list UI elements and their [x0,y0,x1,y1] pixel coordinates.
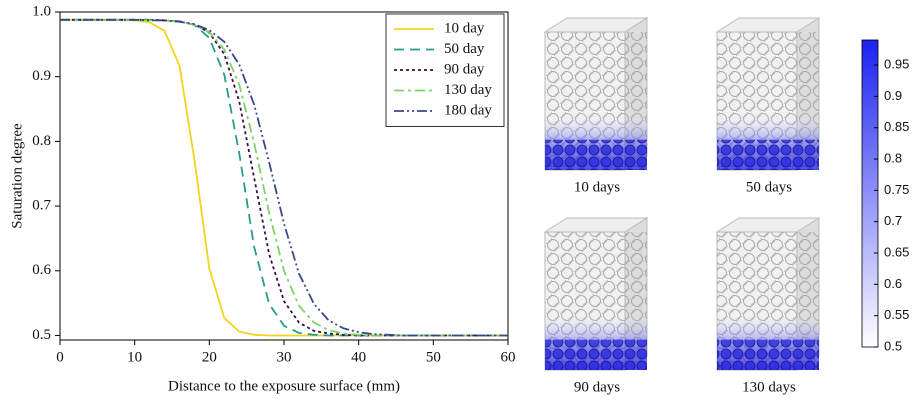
x-tick-label: 10 [127,349,142,365]
y-tick-label: 0.7 [32,198,51,214]
x-tick-label: 60 [501,349,516,365]
legend-label: 180 day [444,102,492,118]
y-tick-label: 1.0 [32,3,51,19]
x-tick-label: 40 [351,349,366,365]
colorbar-bar [861,39,879,348]
colorbar-tick-label: 0.65 [884,244,909,259]
render-caption: 90 days [574,379,620,395]
colorbar: 0.5 0.55 0.6 0.65 0.7 0.75 0.8 0.85 0.9 0.95 [861,39,909,353]
x-axis-label: Distance to the exposure surface (mm) [168,378,400,394]
x-tick-label: 0 [56,349,64,365]
render-wet-pores [717,339,819,370]
y-axis-label: Saturation degree [9,123,25,229]
colorbar-tick-label: 0.9 [884,88,902,103]
render [715,217,821,371]
series-line [60,18,508,337]
colorbar-tick-label: 0.7 [884,213,902,228]
render-panels: 10 days 50 days 90 days 130 days [543,17,821,395]
y-tick-label: 0.9 [32,68,51,84]
x-tick-label: 50 [426,349,441,365]
legend-label: 130 day [444,82,492,98]
x-tick-label: 20 [202,349,217,365]
y-tick-label: 0.6 [32,262,51,278]
legend-box [385,13,505,127]
x-tick-label: 30 [277,349,292,365]
colorbar-tick-label: 0.8 [884,150,902,165]
series-line [60,18,508,337]
render-caption: 130 days [742,379,796,395]
line-chart: Distance to the exposure surface (mm) Sa… [9,3,515,394]
series-line [60,18,508,337]
y-tick-label: 0.5 [32,327,51,343]
y-tick-label: 0.8 [32,133,51,149]
render [715,17,821,171]
render-caption: 50 days [746,179,792,195]
render-wet-pores [545,339,647,370]
legend-label: 50 day [444,41,485,57]
colorbar-tick-label: 0.55 [884,307,909,322]
render-wet-pores [545,139,647,170]
colorbar-tick-label: 0.95 [884,56,909,71]
render [543,17,649,171]
legend-label: 90 day [444,61,485,77]
render-caption: 10 days [574,179,620,195]
colorbar-tick-label: 0.5 [884,338,902,353]
legend-label: 10 day [444,20,485,36]
colorbar-tick-label: 0.6 [884,276,902,291]
colorbar-tick-label: 0.75 [884,182,909,197]
render [543,217,649,371]
colorbar-tick-label: 0.85 [884,119,909,134]
render-wet-pores [717,139,819,170]
